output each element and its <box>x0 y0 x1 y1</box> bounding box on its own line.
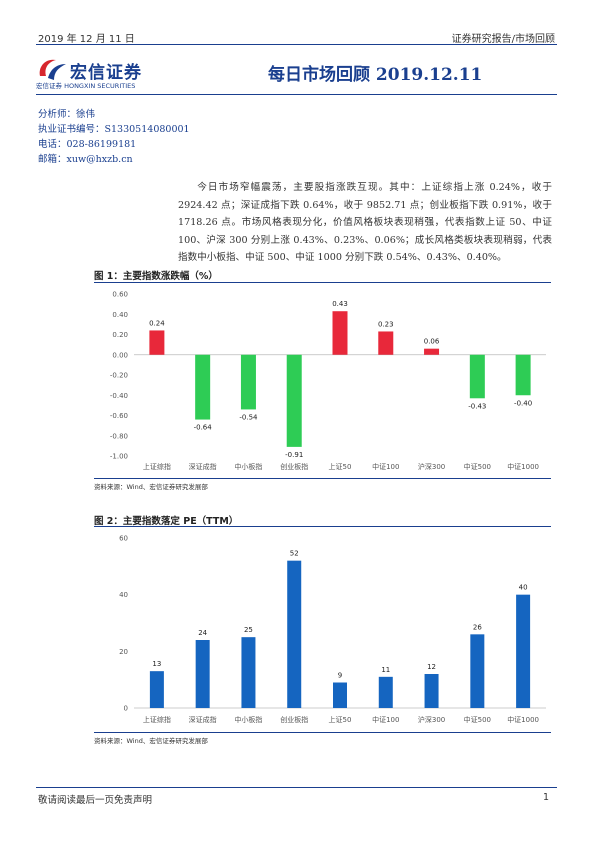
x-tick-label: 沪深300 <box>418 715 445 724</box>
x-tick-label: 创业板指 <box>280 462 308 471</box>
y-tick-label: 0 <box>124 705 128 713</box>
figure1-source: 资料来源：Wind、宏信证券研究发展部 <box>94 483 208 491</box>
analyst-name: 分析师：徐伟 <box>38 109 96 120</box>
x-tick-label: 深证成指 <box>189 462 217 471</box>
x-tick-label: 中证500 <box>464 462 491 471</box>
figure2-chart: 60 40 20 0 13 上证综指 24 深证成指 25 中小板指 52 创业板指 9 上证50 11 中证… <box>119 535 546 724</box>
figure1-title: 图 1：主要指数涨跌幅（%） <box>94 271 218 282</box>
data-label: -0.43 <box>468 402 486 410</box>
data-label: 0.23 <box>378 320 394 328</box>
data-label: 0.06 <box>424 338 440 346</box>
y-tick-label: -0.20 <box>110 372 128 380</box>
title-divider <box>36 94 557 95</box>
bar-4 <box>287 560 302 708</box>
bar-5 <box>333 682 347 708</box>
logo-mark-icon <box>39 59 66 80</box>
x-tick-label: 深证成指 <box>189 715 217 724</box>
y-tick-label: 20 <box>119 648 128 656</box>
x-tick-label: 中证100 <box>372 462 399 471</box>
x-tick-label: 上证50 <box>329 462 352 471</box>
data-label: 0.24 <box>149 319 165 327</box>
data-label: -0.64 <box>194 424 213 432</box>
bar-1 <box>149 671 164 708</box>
figure2-source: 资料来源：Wind、宏信证券研究发展部 <box>94 737 208 745</box>
y-tick-label: -0.40 <box>110 392 128 400</box>
report-category: 证券研究报告/市场回顾 <box>451 34 555 45</box>
footer-divider <box>36 787 557 788</box>
bar-2 <box>195 640 210 708</box>
data-label: 9 <box>338 672 342 680</box>
data-label: -0.91 <box>285 451 303 459</box>
y-tick-label: -0.60 <box>110 412 128 420</box>
figure2-title: 图 2：主要指数落定 PE（TTM） <box>94 516 239 527</box>
x-tick-label: 创业板指 <box>280 715 308 724</box>
data-label: 24 <box>198 629 207 637</box>
x-tick-label: 上证50 <box>329 715 352 724</box>
y-tick-label: 0.40 <box>112 311 128 319</box>
bar-7 <box>424 674 439 708</box>
y-tick-label: -1.00 <box>110 453 128 461</box>
bar-2 <box>195 354 211 420</box>
logo-subtitle: 宏信证券 HONGXIN SECURITIES <box>36 82 136 90</box>
data-label: -0.54 <box>239 413 258 421</box>
x-tick-label: 中小板指 <box>234 462 262 471</box>
report-date: 2019 年 12 月 11 日 <box>38 34 135 45</box>
figure1-top-rule <box>94 282 551 283</box>
y-tick-label: 40 <box>119 591 128 599</box>
analyst-license: 执业证书编号：S1330514080001 <box>38 124 190 135</box>
bar-4 <box>286 354 302 447</box>
y-tick-label: 60 <box>119 535 128 543</box>
data-label: -0.40 <box>514 399 532 407</box>
x-tick-label: 沪深300 <box>418 462 445 471</box>
y-tick-label: -0.80 <box>110 432 128 440</box>
data-label: 40 <box>519 584 528 592</box>
bar-1 <box>149 330 165 355</box>
bar-8 <box>469 354 485 399</box>
x-tick-label: 上证综指 <box>143 715 171 724</box>
data-label: 0.43 <box>332 300 348 308</box>
bar-6 <box>378 331 394 355</box>
y-tick-label: 0.00 <box>112 351 128 359</box>
analyst-info: 分析师：徐伟 执业证书编号：S1330514080001 电话：028-8619… <box>38 107 190 167</box>
figure2-bottom-rule <box>94 732 551 733</box>
footer-disclaimer: 敬请阅读最后一页免责声明 <box>38 795 153 806</box>
data-label: 13 <box>152 660 161 668</box>
data-label: 25 <box>244 626 253 634</box>
data-label: 12 <box>427 663 436 671</box>
y-tick-label: 0.20 <box>112 331 128 339</box>
x-tick-label: 中证500 <box>464 715 491 724</box>
analyst-email[interactable]: 邮箱：xuw@hxzb.cn <box>38 154 133 165</box>
x-tick-label: 上证综指 <box>143 462 171 471</box>
x-tick-label: 中小板指 <box>234 715 262 724</box>
page-number: 1 <box>542 792 549 803</box>
market-summary: 今日市场窄幅震荡，主要股指涨跌互现。其中：上证综指上涨 0.24%，收于 292… <box>178 182 552 263</box>
bar-7 <box>424 348 440 355</box>
data-label: 11 <box>381 666 390 674</box>
x-tick-label: 中证100 <box>372 715 399 724</box>
bar-6 <box>378 676 393 708</box>
bar-5 <box>332 311 348 355</box>
report-title: 每日市场回顾 2019.12.11 <box>268 65 483 85</box>
bar-3 <box>241 637 256 708</box>
figure2-top-rule <box>94 526 551 527</box>
x-tick-label: 中证1000 <box>507 715 539 724</box>
bar-3 <box>240 354 256 410</box>
figure1-chart: 0.60 0.40 0.20 0.00 -0.20 -0.40 -0.60 -0.80 -1.0… <box>110 291 546 471</box>
header-divider <box>36 44 557 45</box>
bar-9 <box>515 354 531 396</box>
data-label: 26 <box>473 623 482 631</box>
figure1-bottom-rule <box>94 478 551 479</box>
analyst-phone: 电话：028-86199181 <box>38 139 137 150</box>
company-logo: 宏信证券 宏信证券 HONGXIN SECURITIES <box>36 56 186 92</box>
bar-9 <box>516 594 531 708</box>
data-label: 52 <box>290 550 299 558</box>
logo-name: 宏信证券 <box>70 63 142 83</box>
x-tick-label: 中证1000 <box>507 462 539 471</box>
bar-8 <box>470 634 485 708</box>
y-tick-label: 0.60 <box>112 291 128 299</box>
